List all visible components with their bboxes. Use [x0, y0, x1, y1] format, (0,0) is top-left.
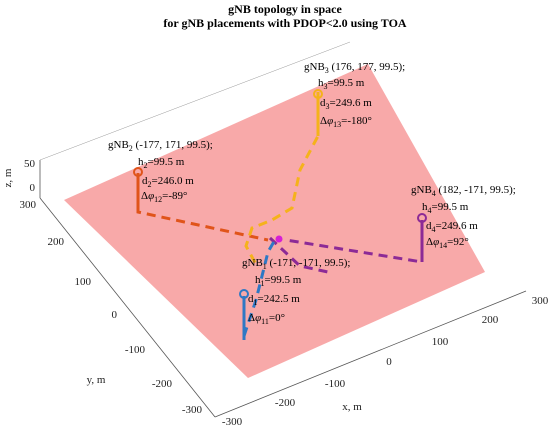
- gnb3-antenna-marker: [313, 89, 323, 99]
- series-gnb1: gNB1 (-171, -171, 99.5); h1=99.5 m d1=24…: [239, 237, 351, 340]
- series-gnb4: gNB4 (182, -171, 99.5); h4=99.5 m d4=249…: [268, 184, 516, 274]
- y-tick-label: -300: [182, 404, 203, 416]
- back-edge-top: [39, 41, 351, 161]
- gnb4-label-line-4: Δφ14=92°: [426, 236, 469, 250]
- axes-box: [39, 41, 527, 418]
- chart-title-line-1: gNB topology in space: [228, 2, 342, 16]
- gnb4-antenna-marker: [417, 213, 427, 223]
- chart-title-line-2: for gNB placements with PDOP<2.0 using T…: [163, 16, 407, 30]
- gnb4-label-line-3: d4=249.6 m: [426, 220, 478, 234]
- x-tick-label: 0: [386, 356, 392, 368]
- y-tick-labels: -300 -200 -100 0 100 200 300: [20, 199, 203, 416]
- y-tick-label: -100: [125, 344, 146, 356]
- y-axis-label: y, m: [87, 374, 106, 386]
- gnb3-link-path: [244, 92, 320, 269]
- gnb2-label-line-1: gNB2 (-177, 171, 99.5);: [108, 139, 213, 153]
- gnb1-label-line-2: h1=99.5 m: [255, 274, 302, 288]
- gnb2-label-line-2: h2=99.5 m: [138, 156, 185, 170]
- x-tick-label: -300: [222, 416, 243, 428]
- x-tick-label: 200: [482, 314, 499, 326]
- gnb3-label-line-1: gNB3 (176, 177, 99.5);: [304, 61, 405, 75]
- gnb2-label-line-3: d2=246.0 m: [142, 175, 194, 189]
- x-tick-label: 300: [532, 295, 549, 307]
- gnb1-antenna-marker: [239, 289, 249, 299]
- y-tick-label: 300: [20, 199, 37, 211]
- z-tick-labels: 0 50: [24, 158, 36, 194]
- gnb1-label-line-4: Δφ11=0°: [248, 312, 285, 326]
- gnb3-label-line-2: h3=99.5 m: [318, 77, 365, 91]
- x-tick-labels: -300 -200 -100 0 100 200 300: [222, 295, 549, 428]
- y-tick-label: 0: [112, 309, 118, 321]
- x-axis-line: [214, 290, 527, 418]
- gnb1-label-line-3: d1=242.5 m: [248, 293, 300, 307]
- gnb2-antenna-marker: [133, 167, 143, 177]
- gnb1-link-path: [242, 237, 278, 337]
- z-axis-label: z, m: [2, 168, 14, 187]
- z-tick-label: 50: [24, 158, 36, 170]
- gnb3-label-line-3: d3=249.6 m: [320, 97, 372, 111]
- gnb1-label-line-1: gNB1 (-171, -171, 99.5);: [242, 257, 351, 271]
- gnb2-label-line-4: Δφ12=-89°: [141, 190, 187, 204]
- x-tick-label: 100: [432, 336, 449, 348]
- y-tick-label: 100: [75, 276, 92, 288]
- y-tick-label: -200: [152, 378, 173, 390]
- gnb4-label-line-1: gNB4 (182, -171, 99.5);: [411, 184, 516, 198]
- x-tick-label: -100: [325, 378, 346, 390]
- y-axis-line: [39, 197, 216, 418]
- gnb3-label-line-4: Δφ13=-180°: [320, 115, 372, 129]
- y-tick-label: 200: [48, 236, 65, 248]
- z-tick-label: 0: [30, 182, 36, 194]
- x-tick-label: -200: [275, 397, 296, 409]
- series-gnb3: gNB3 (176, 177, 99.5); h3=99.5 m d3=249.…: [244, 61, 405, 269]
- target-marker: [275, 235, 283, 243]
- gnb4-label-line-2: h4=99.5 m: [422, 201, 469, 215]
- ground-plane: [64, 64, 485, 378]
- gnb4-link-branch: [268, 236, 329, 274]
- x-axis-label: x, m: [342, 401, 362, 413]
- series-gnb2: gNB2 (-177, 171, 99.5); h2=99.5 m d2=246…: [108, 139, 269, 242]
